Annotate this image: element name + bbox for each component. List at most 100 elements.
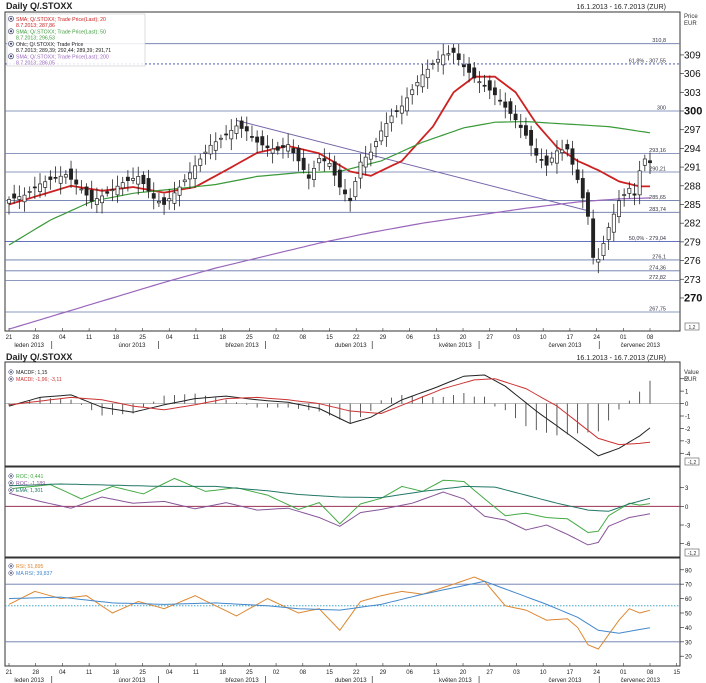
candle-body [405,97,409,112]
roc-scale-badge[interactable]: -1,2 [684,548,700,557]
ohlc-candle [555,140,559,174]
ohlc-candle [250,125,254,142]
candle-body [250,136,254,138]
ohlc-candle [606,222,611,251]
candle-body [487,80,492,91]
x-day-label: 08 [299,335,306,341]
ohlc-candle [632,182,637,206]
x-month-label: květen 2013 [439,678,472,683]
ohlc-candle [327,152,332,170]
ohlc-candle [100,188,104,214]
candle-body [182,179,187,183]
candle-body [498,99,503,102]
axis-label: 70 [685,583,692,589]
axis-label: -4 [685,452,691,458]
x-day-label: 06 [406,335,413,341]
candle-body [156,201,161,204]
x-axis-top: 21 28 04 11 18 25 04 11 18 25 02 08 15 22 29 06 13 20 27 03… [5,328,680,349]
eye-icon [8,376,14,382]
ohlc-candle [637,160,642,205]
price-axis: 309 306 303 300 297 294 291 288 285 282 279 276 273 2… [680,50,702,304]
price-level-label: 274,36 [649,265,666,271]
indicator-series-line [8,483,651,512]
eye-icon [8,480,14,486]
ohlc-candle [265,135,270,157]
candle-body [461,64,466,68]
x-day-label: 25 [139,335,146,341]
candle-body [332,161,337,176]
candle-body [27,191,32,193]
price-level-label: 285,65 [649,195,666,201]
candle-body [384,123,389,137]
legend-indicator-title: MACDI; -1,96; -3,11 [16,377,62,383]
legend-indicator-title: MACDF; 1,15 [16,370,48,376]
x-axis-bottom: 21 28 04 11 18 25 04 11 18 25 02 08 15 22 29 06 13 20 27 03… [5,663,681,683]
candle-body [544,155,549,166]
indicator-series-line [8,477,651,534]
legend-indicator-title: MA RSI; 39,837 [16,571,52,577]
candle-body [38,183,42,192]
price-level-label: 283,74 [649,207,666,213]
candle-body [327,163,332,167]
candle-body [79,188,84,191]
candle-body [472,67,477,79]
price-level-label: 310,8 [652,38,666,44]
candle-body [379,130,384,142]
ohlc-candle [203,144,208,165]
x-day-label: 04 [166,670,173,676]
candle-body [508,101,513,114]
ohlc-candle [617,190,621,224]
ohlc-candle [141,171,146,193]
price-currency-label: EUR [684,21,697,27]
candle-body [518,124,523,128]
candle-body [172,192,177,204]
ohlc-candle [436,50,440,72]
eye-icon-pupil [10,55,12,58]
ohlc-candle [7,196,11,215]
x-month-label: únor 2013 [119,678,147,683]
price-level-label: 300 [657,106,666,112]
axis-label: -2 [685,427,691,433]
ohlc-candle [48,170,53,190]
ohlc-candle [58,166,63,195]
candle-body [606,227,611,241]
candle-body [337,169,342,188]
ohlc-candle [482,74,487,93]
ohlc-candle [63,170,68,184]
candle-body [648,160,652,164]
ohlc-candle [286,133,291,159]
price-axis-label: 276 [684,256,701,267]
eye-icon-pupil [10,30,12,33]
ohlc-candle [74,168,79,195]
price-axis-label: 294 [684,144,701,155]
candle-body [492,87,497,96]
ohlc-candle [523,117,528,139]
x-day-label: 25 [246,670,253,676]
candle-body [32,186,37,189]
macd-panel-frame [4,361,681,467]
candle-body [348,197,353,202]
ohlc-candle [430,59,435,70]
candle-body [17,196,22,200]
legend-price-value: 8.7.2013; 287,86 [16,23,55,29]
axis-label: 0 [685,402,689,408]
macd-scale-badge[interactable]: -1,2 [684,457,700,466]
legend-indicator-title: EMA; 1,301 [16,488,43,494]
ohlc-candle [379,121,384,146]
candle-body [208,144,213,155]
ohlc-candle [487,75,492,100]
eye-icon-pupil [10,42,12,45]
ohlc-candle [586,189,590,225]
candle-body [301,157,306,170]
candle-body [115,185,120,196]
candle-body [601,243,606,256]
x-day-label: 17 [567,670,574,676]
eye-icon-pupil [10,371,12,373]
x-day-label: 20 [460,670,467,676]
price-scale-badge[interactable]: 1,2 [684,322,700,331]
x-month-label: březen 2013 [225,678,259,683]
price-axis-label: 288 [684,181,701,192]
x-month-label: duben 2013 [335,678,367,683]
candle-body [430,63,435,66]
